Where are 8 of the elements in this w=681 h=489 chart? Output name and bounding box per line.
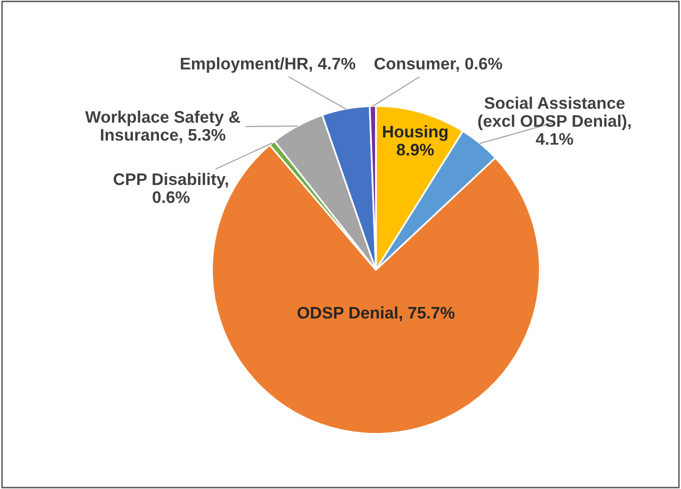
slice-label: Employment/HR, 4.7%: [180, 57, 356, 73]
slice-label: Housing: [383, 125, 448, 141]
slice-label: Workplace Safety & Insurance, 5.3%: [85, 110, 240, 144]
slice-label: ODSP Denial, 75.7%: [298, 306, 455, 322]
slice-label: Consumer, 0.6%: [374, 58, 502, 72]
slice-label: CPP Disability, 0.6%: [114, 172, 228, 204]
data-label: 8.9%: [396, 144, 434, 156]
slice-label: Social Assistance (excl ODSP Denial), 4.1%: [478, 96, 631, 145]
